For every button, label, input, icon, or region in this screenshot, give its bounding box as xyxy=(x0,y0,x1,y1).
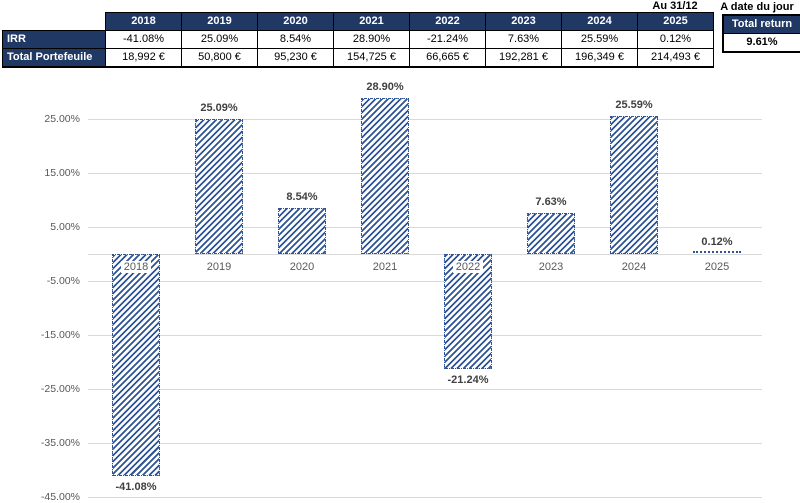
category-label-text: 2020 xyxy=(289,261,315,273)
bar-value-label: 25.59% xyxy=(615,99,653,111)
bar-2024[interactable] xyxy=(610,116,658,254)
bar-2020[interactable] xyxy=(278,208,326,254)
category-label-text: 2024 xyxy=(621,261,647,273)
category-label-2022: 2022 xyxy=(433,260,503,274)
table-row: IRR -41.08% 25.09% 8.54% 28.90% -21.24% 7.63% 2… xyxy=(2,30,714,49)
value-cell[interactable]: 66,665 € xyxy=(409,48,486,68)
bar-value-label: 25.09% xyxy=(200,102,238,114)
value-cell[interactable]: -41.08% xyxy=(105,30,182,49)
category-label-2019: 2019 xyxy=(184,260,254,274)
gridline xyxy=(88,119,762,120)
bar-value-label: 7.63% xyxy=(535,196,567,208)
zero-axis-line xyxy=(88,254,762,255)
table-body: IRR -41.08% 25.09% 8.54% 28.90% -21.24% 7.63% 2… xyxy=(2,30,714,68)
gridline xyxy=(88,335,762,336)
today-caption: A date du jour xyxy=(720,1,794,13)
y-axis-label: 15.00% xyxy=(44,167,80,179)
year-header-2018[interactable]: 2018 xyxy=(105,12,182,31)
y-axis-label: -45.00% xyxy=(40,491,80,503)
year-header-2020[interactable]: 2020 xyxy=(257,12,334,31)
bar-2023[interactable] xyxy=(527,213,575,254)
value-cell[interactable]: 214,493 € xyxy=(637,48,714,68)
y-axis-label: -25.00% xyxy=(40,383,80,395)
gridline xyxy=(88,173,762,174)
y-axis-label: 5.00% xyxy=(50,221,80,233)
category-label-text: 2023 xyxy=(538,261,564,273)
value-cell[interactable]: 28.90% xyxy=(333,30,410,49)
bar-value-label: -21.24% xyxy=(447,374,489,386)
table-corner-cell xyxy=(3,13,106,31)
total-return-value: 9.61% xyxy=(746,36,778,48)
value-cell[interactable]: 25.09% xyxy=(181,30,258,49)
category-label-2021: 2021 xyxy=(350,260,420,274)
value-cell[interactable]: 18,992 € xyxy=(105,48,182,68)
gridline xyxy=(88,443,762,444)
table-row: Total Portefeuile 18,992 €50,800 €95,230 … xyxy=(2,48,714,68)
irr-bar-chart: 25.00% 15.00% 5.00% -5.00% -15.00% -25.00% -35… xyxy=(0,70,800,503)
value-cell[interactable]: 7.63% xyxy=(485,30,562,49)
category-label-2020: 2020 xyxy=(267,260,337,274)
gridline xyxy=(88,227,762,228)
bar-2018[interactable] xyxy=(112,254,160,476)
year-header-2021[interactable]: 2021 xyxy=(333,12,410,31)
bar-value-label: -41.08% xyxy=(115,481,157,493)
year-header-2024[interactable]: 2024 xyxy=(561,12,638,31)
bar-value-label: 0.12% xyxy=(701,236,733,248)
value-cell[interactable]: 95,230 € xyxy=(257,48,334,68)
category-label-2025: 2025 xyxy=(682,260,752,274)
year-header-2023[interactable]: 2023 xyxy=(485,12,562,31)
category-label-2024: 2024 xyxy=(599,260,669,274)
gridline xyxy=(88,389,762,390)
value-cell[interactable]: 0.12% xyxy=(637,30,714,49)
category-label-text: 2019 xyxy=(206,261,232,273)
y-axis-label: -35.00% xyxy=(40,437,80,449)
y-axis-label: -5.00% xyxy=(46,275,80,287)
value-cell[interactable]: 154,725 € xyxy=(333,48,410,68)
category-label-text: 2022 xyxy=(452,261,484,273)
y-axis-label: 25.00% xyxy=(44,113,80,125)
total-return-header: Total return xyxy=(724,16,800,34)
as-of-caption: Au 31/12 xyxy=(652,0,698,12)
year-header-2025[interactable]: 2025 xyxy=(637,12,714,31)
bar-value-label: 8.54% xyxy=(286,191,318,203)
category-label-2023: 2023 xyxy=(516,260,586,274)
value-cell[interactable]: -21.24% xyxy=(409,30,486,49)
year-header-2022[interactable]: 2022 xyxy=(409,12,486,31)
category-label-text: 2018 xyxy=(120,261,152,273)
row-label-cell[interactable]: IRR xyxy=(2,30,106,49)
total-return-box: Total return 9.61% xyxy=(722,14,800,53)
y-axis-label: -15.00% xyxy=(40,329,80,341)
bar-2025[interactable] xyxy=(693,251,741,253)
value-cell[interactable]: 196,349 € xyxy=(561,48,638,68)
bar-value-label: 28.90% xyxy=(366,81,404,93)
category-label-text: 2025 xyxy=(704,261,730,273)
year-header-2019[interactable]: 2019 xyxy=(181,12,258,31)
gridline xyxy=(88,281,762,282)
value-cell[interactable]: 192,281 € xyxy=(485,48,562,68)
row-label-cell[interactable]: Total Portefeuile xyxy=(2,48,106,68)
data-table: 2018 2019 2020 2021 2022 2023 2024 2025 IRR -41.… xyxy=(2,12,714,68)
table-header-row: 2018 2019 2020 2021 2022 2023 2024 2025 xyxy=(3,12,714,31)
category-label-2018: 2018 xyxy=(101,260,171,274)
category-label-text: 2021 xyxy=(372,261,398,273)
bar-2022[interactable] xyxy=(444,254,492,369)
value-cell[interactable]: 8.54% xyxy=(257,30,334,49)
gridline xyxy=(88,497,762,498)
bar-2021[interactable] xyxy=(361,98,409,254)
value-cell[interactable]: 25.59% xyxy=(561,30,638,49)
value-cell[interactable]: 50,800 € xyxy=(181,48,258,68)
bar-2019[interactable] xyxy=(195,119,243,254)
